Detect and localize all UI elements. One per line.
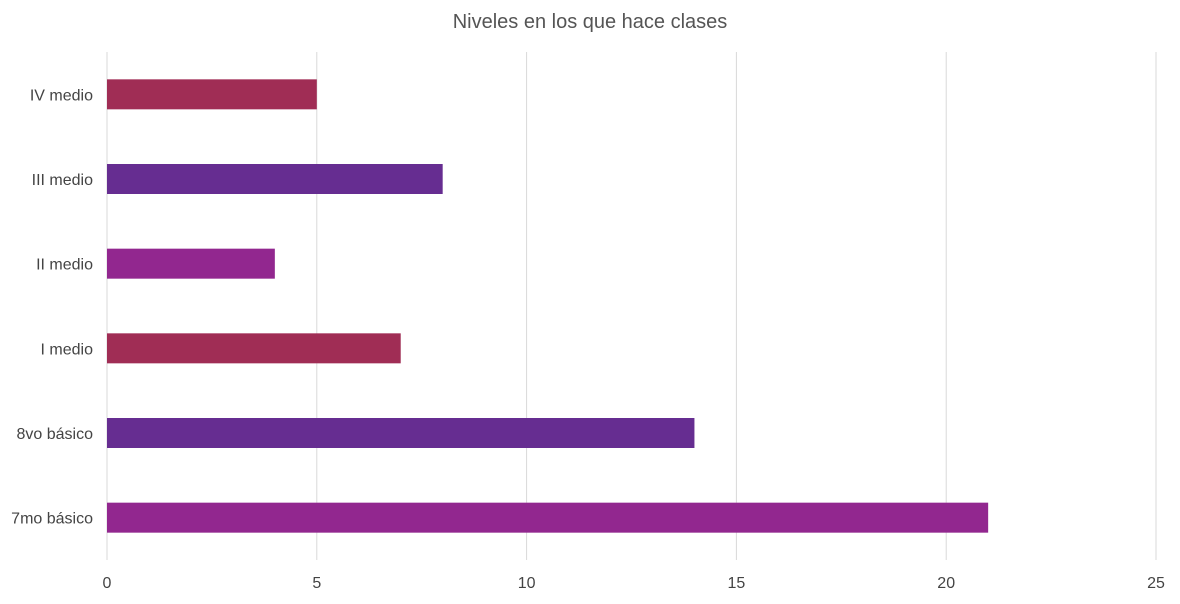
category-label: 8vo básico <box>17 426 94 443</box>
gridlines <box>106 52 1157 560</box>
bar-6[interactable] <box>107 502 989 533</box>
bars <box>107 79 989 533</box>
bar-2[interactable] <box>107 164 443 194</box>
category-label: II medio <box>36 257 93 274</box>
category-label: IV medio <box>30 87 93 104</box>
chart-title: Niveles en los que hace clases <box>453 11 728 33</box>
x-tick-label: 25 <box>1147 575 1165 592</box>
x-tick-label: 15 <box>728 575 746 592</box>
bar-3[interactable] <box>107 248 275 279</box>
bar-1[interactable] <box>107 79 317 110</box>
bar-4[interactable] <box>107 333 401 364</box>
x-tick-label: 20 <box>937 575 955 592</box>
bar-5[interactable] <box>107 418 695 448</box>
category-label: III medio <box>32 172 93 189</box>
x-axis-tick-labels: 0 5 10 15 20 25 <box>103 575 1165 592</box>
x-tick-label: 10 <box>518 575 536 592</box>
x-tick-label: 0 <box>103 575 112 592</box>
category-label: I medio <box>41 341 94 358</box>
category-labels: IV medio III medio II medio I medio 8vo bási… <box>11 87 93 527</box>
x-tick-label: 5 <box>312 575 321 592</box>
category-label: 7mo básico <box>11 511 93 528</box>
